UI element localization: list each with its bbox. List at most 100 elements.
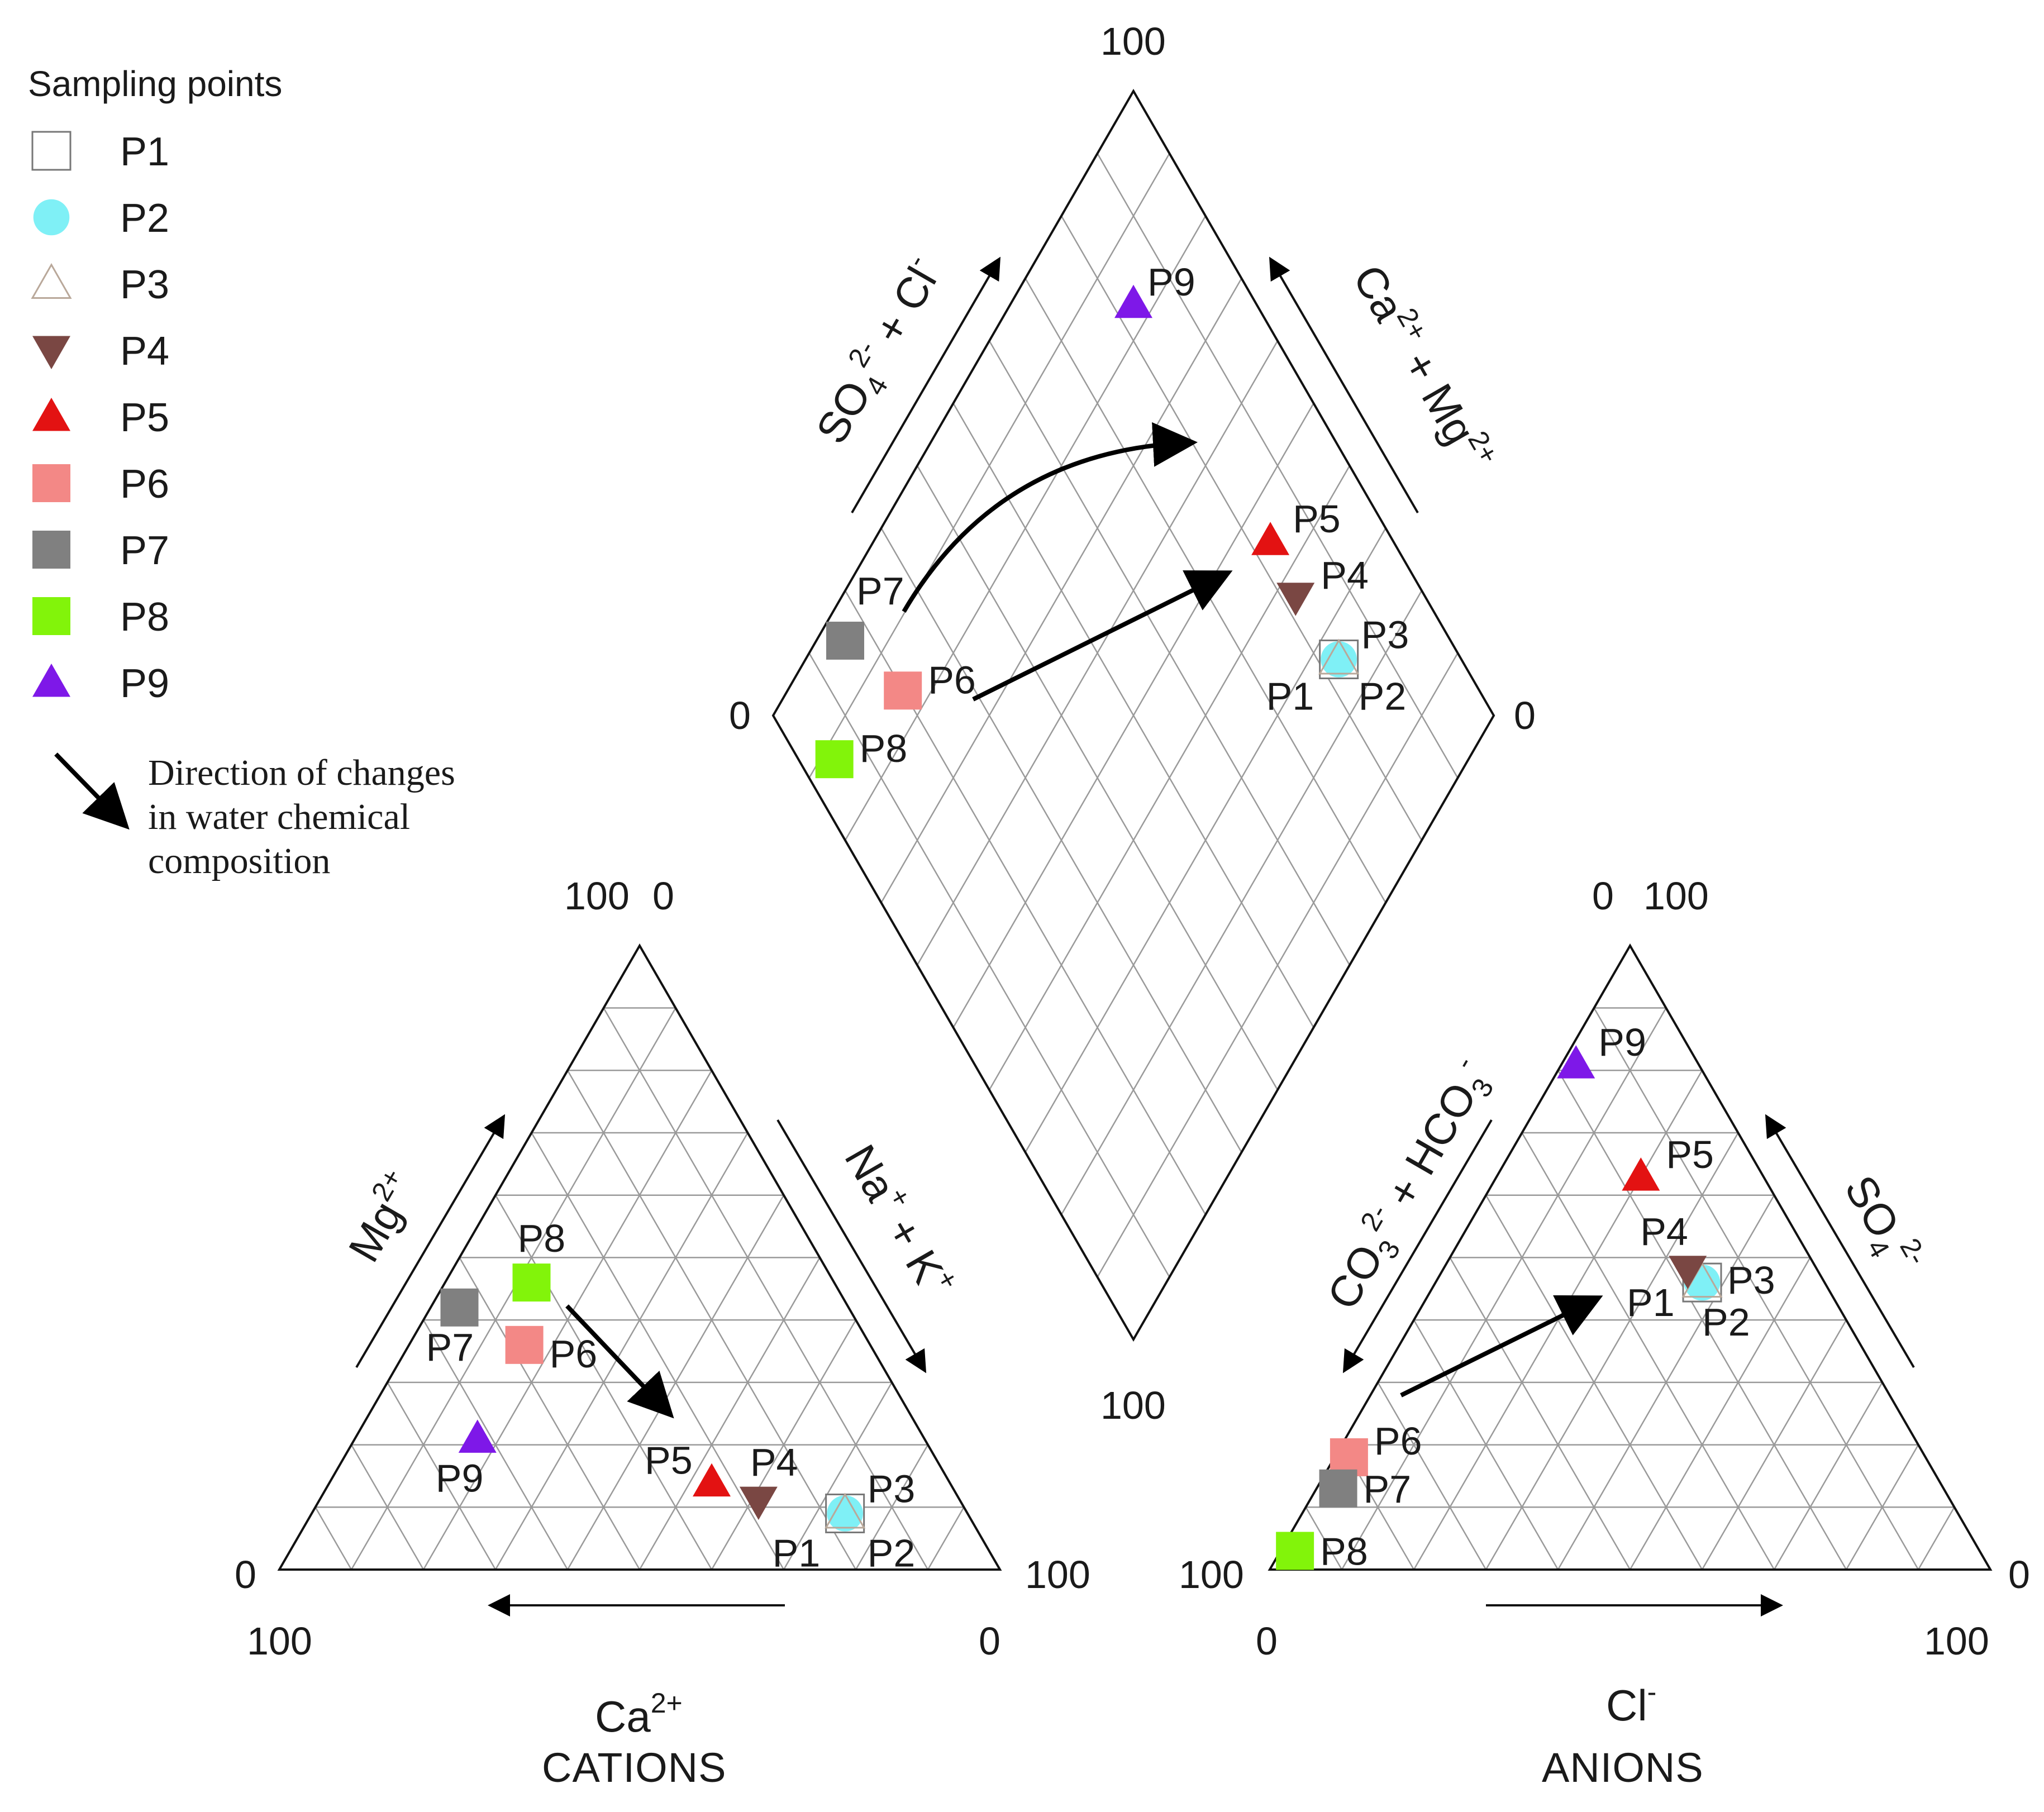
anion-point-p9	[1557, 1045, 1595, 1079]
cation-label-p9: P9	[436, 1456, 484, 1500]
grid-line	[916, 465, 1279, 1090]
an-bottom-left-number: 0	[1256, 1619, 1278, 1663]
cation-point-p9	[458, 1419, 497, 1453]
cat-top-left-number: 100	[564, 874, 630, 918]
legend-title: Sampling points	[28, 64, 282, 104]
grid-line	[1377, 1382, 1487, 1570]
diamond-point-p4	[1276, 583, 1315, 616]
grey-square-icon	[32, 531, 70, 569]
dia-left-number: 0	[729, 694, 751, 737]
camg-axis-label: Ca2+ + Mg2+	[1343, 255, 1505, 480]
anion-triangle	[1268, 943, 1993, 1571]
cat-top-right-number: 0	[652, 874, 674, 918]
grid-line	[315, 1506, 352, 1570]
cation-arrow	[565, 1304, 674, 1419]
so4cl-axis-label: SO42- + Cl-	[803, 249, 957, 455]
anion-label-p6: P6	[1374, 1419, 1422, 1463]
purple-triangle-icon	[32, 664, 70, 697]
anion-label-p5: P5	[1666, 1133, 1714, 1176]
grid-line	[1025, 527, 1387, 1153]
cat-bottom-left-number: 100	[247, 1619, 312, 1663]
grid-line	[1305, 1506, 1343, 1570]
so4cl-axis-arrow	[851, 256, 1001, 514]
axis-numbers: 100 0 0 100 100 0 0 100 100 0 0 100 100 …	[235, 20, 2030, 1663]
down-triangle-icon	[32, 336, 70, 369]
diamond-grid	[808, 153, 1459, 1277]
grid-line	[459, 1257, 641, 1570]
cl-axis-label: Cl-	[1606, 1676, 1656, 1730]
legend-label-p8: P8	[120, 595, 169, 640]
cation-label-p7: P7	[426, 1325, 474, 1369]
diamond-point-p9	[1114, 284, 1152, 318]
an-top-left-number: 0	[1592, 874, 1614, 918]
diamond-point-p8	[815, 740, 854, 779]
diamond-lower-arrow	[972, 570, 1233, 702]
grid-line	[1593, 1007, 1919, 1570]
cation-label-p8: P8	[518, 1217, 566, 1260]
diamond-label-p4: P4	[1321, 554, 1369, 597]
cation-label-p6: P6	[550, 1332, 598, 1376]
grid-line	[1917, 1506, 1955, 1570]
legend-label-p7: P7	[120, 528, 169, 573]
cation-point-p5	[693, 1463, 731, 1497]
direction-legend-line-3: composition	[148, 841, 330, 881]
anions-title: ANIONS	[1542, 1744, 1704, 1791]
an-left-number: 100	[1179, 1553, 1244, 1596]
an-right-number: 0	[2008, 1553, 2030, 1596]
grid-line	[783, 1382, 893, 1570]
diamond-point-p2	[1321, 641, 1357, 678]
mg-axis-label: Mg2+	[335, 1163, 428, 1270]
grid-line	[1773, 1382, 1883, 1570]
legend-label-p9: P9	[120, 661, 169, 706]
cyan-circle-icon	[33, 199, 70, 236]
so4-axis-arrow	[1765, 1114, 1915, 1368]
cation-point-p4	[739, 1486, 778, 1520]
anion-label-p1: P1	[1627, 1281, 1675, 1324]
anion-label-p2: P2	[1702, 1300, 1750, 1344]
grid-line	[927, 1506, 965, 1570]
grid-line	[387, 1382, 497, 1570]
grid-line	[1097, 652, 1459, 1277]
anion-grid	[1305, 1007, 1955, 1570]
cation-grid	[315, 1007, 965, 1570]
direction-arrows	[565, 422, 1603, 1419]
legend-label-p4: P4	[120, 329, 169, 374]
legend-label-p5: P5	[120, 395, 169, 440]
anion-label-p7: P7	[1364, 1467, 1412, 1511]
open-triangle-icon	[31, 263, 72, 299]
legend-label-p1: P1	[120, 130, 169, 174]
an-top-right-number: 100	[1643, 874, 1709, 918]
grid-line	[1341, 1007, 1667, 1570]
grid-line	[952, 403, 1314, 1028]
cation-point-p8	[512, 1263, 551, 1302]
direction-legend-line-1: Direction of changes	[148, 752, 455, 793]
so4-axis-label: SO42-	[1829, 1165, 1933, 1285]
diamond-label-p3: P3	[1361, 613, 1409, 656]
grid-line	[494, 1195, 713, 1570]
diamond-label-p9: P9	[1147, 260, 1195, 304]
cation-triangle	[277, 943, 1002, 1571]
diamond-label-p5: P5	[1293, 497, 1341, 541]
co3-axis-label: CO32- + HCO3-	[1314, 1051, 1505, 1321]
cations-title: CATIONS	[542, 1744, 726, 1791]
grid-line	[1060, 590, 1423, 1215]
ca-axis-label: Ca2+	[595, 1687, 683, 1741]
grid-line	[566, 1070, 857, 1570]
legend-label-p6: P6	[120, 462, 169, 507]
anion-label-p4: P4	[1640, 1210, 1688, 1253]
green-square-icon	[32, 597, 70, 635]
axis-labels: Mg2+ Na+ + K+ Ca2+ CO32- + HCO3- SO42- C…	[335, 249, 1933, 1741]
cation-point-p7	[440, 1288, 479, 1327]
anion-point-p5	[1622, 1157, 1660, 1191]
anion-label-p3: P3	[1727, 1258, 1775, 1302]
grid-line	[1413, 1319, 1559, 1570]
diamond-point-p7	[826, 621, 864, 660]
cation-label-p5: P5	[645, 1439, 693, 1482]
cation-point-p2	[827, 1495, 863, 1532]
legend-label-p2: P2	[120, 196, 169, 241]
cat-right-number: 100	[1025, 1553, 1090, 1596]
diamond-label-p1: P1	[1266, 674, 1314, 718]
anion-label-p9: P9	[1598, 1021, 1646, 1064]
